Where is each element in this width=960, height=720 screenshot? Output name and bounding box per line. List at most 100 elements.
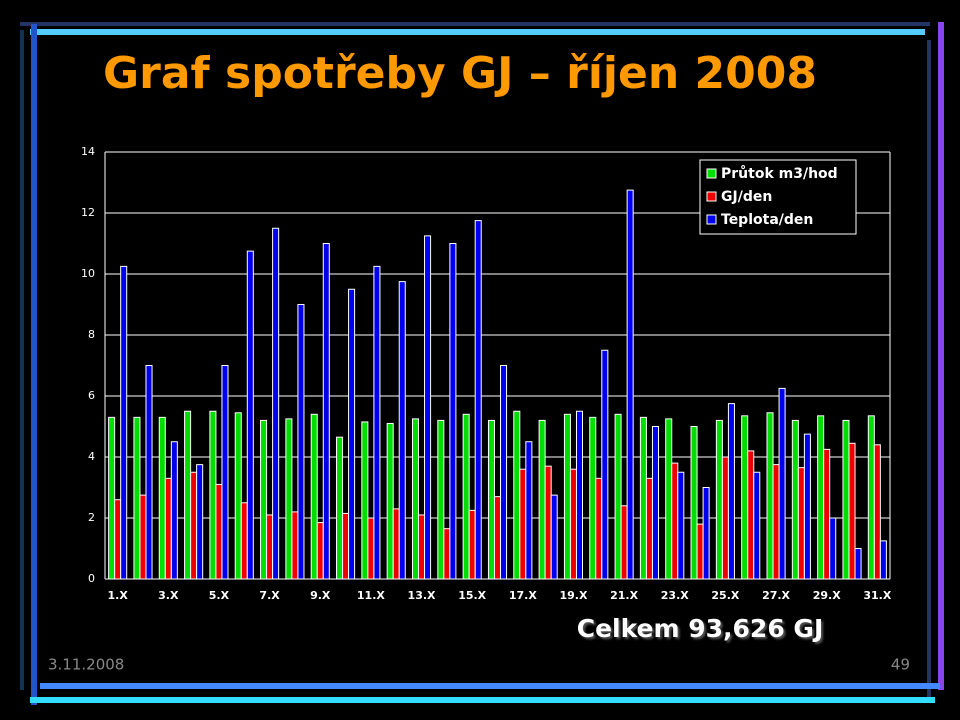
bar <box>626 189 634 580</box>
x-tick-label: 29.X <box>813 589 841 602</box>
bar <box>361 421 369 580</box>
bar <box>690 426 698 580</box>
bar <box>164 477 172 580</box>
bar <box>544 465 552 580</box>
bar <box>234 412 242 580</box>
bar <box>260 419 268 580</box>
x-tick-label: 21.X <box>610 589 638 602</box>
bar <box>741 415 749 580</box>
x-tick-label: 1.X <box>107 589 128 602</box>
x-tick-label: 13.X <box>408 589 436 602</box>
bar <box>671 462 679 580</box>
bar <box>639 416 647 580</box>
bar <box>823 448 831 580</box>
bar <box>766 412 774 580</box>
bar <box>651 426 659 580</box>
x-tick-label: 5.X <box>209 589 230 602</box>
bar <box>462 413 470 580</box>
bar <box>240 502 248 580</box>
bar <box>184 410 192 580</box>
bar <box>120 265 128 580</box>
bar <box>702 487 710 580</box>
page-number: 49 <box>891 656 910 674</box>
x-tick-label: 23.X <box>661 589 689 602</box>
bar <box>525 441 533 580</box>
bar <box>829 517 837 580</box>
bar <box>398 281 406 580</box>
x-tick-label: 31.X <box>863 589 891 602</box>
legend-swatch <box>706 214 717 225</box>
bar <box>696 523 704 580</box>
bar <box>854 548 862 580</box>
bar <box>721 456 729 580</box>
bar <box>550 494 558 580</box>
x-tick-label: 11.X <box>357 589 385 602</box>
bar <box>519 468 527 580</box>
bar <box>727 403 735 580</box>
bar <box>246 250 254 580</box>
bar <box>316 522 324 580</box>
bar <box>589 416 597 580</box>
x-tick-label: 3.X <box>158 589 179 602</box>
bar <box>310 413 318 580</box>
bar <box>373 265 381 580</box>
legend-label: GJ/den <box>721 189 772 205</box>
bar <box>569 468 577 580</box>
bar <box>392 508 400 580</box>
bar <box>772 464 780 580</box>
total-label: Celkem 93,626 GJ <box>577 614 824 643</box>
bar <box>196 464 204 580</box>
bar <box>803 433 811 580</box>
bar <box>753 471 761 580</box>
bar <box>449 243 457 580</box>
y-tick-label: 10 <box>81 267 95 280</box>
bar <box>411 418 420 580</box>
legend-label: Teplota/den <box>721 212 813 228</box>
x-tick-label: 27.X <box>762 589 790 602</box>
bar <box>513 410 521 580</box>
y-tick-label: 14 <box>81 145 95 158</box>
bar <box>468 509 476 580</box>
bar <box>563 413 571 580</box>
bar <box>474 220 482 580</box>
footer-date: 3.11.2008 <box>48 656 124 674</box>
bar <box>873 444 881 580</box>
x-tick-label: 25.X <box>711 589 739 602</box>
y-tick-label: 4 <box>88 450 95 463</box>
bar <box>778 387 786 580</box>
bar <box>145 365 153 580</box>
x-tick-label: 15.X <box>458 589 486 602</box>
bar <box>418 514 426 580</box>
bar <box>538 419 546 580</box>
bar <box>342 512 350 580</box>
bar <box>620 505 628 580</box>
bar <box>297 304 305 580</box>
bar <box>842 419 850 580</box>
bar <box>336 436 344 580</box>
legend-box <box>699 159 857 235</box>
bar <box>114 499 122 580</box>
bar <box>266 514 274 580</box>
bar <box>221 365 229 580</box>
bar <box>848 442 856 580</box>
bar <box>797 467 805 580</box>
bar <box>645 477 653 580</box>
bar <box>493 496 502 580</box>
legend-label: Průtok m3/hod <box>721 165 838 182</box>
legend-swatch <box>706 191 717 202</box>
bar <box>285 418 293 580</box>
bar <box>747 450 755 580</box>
bar <box>291 511 299 580</box>
y-tick-label: 2 <box>88 511 95 524</box>
bar <box>879 540 887 580</box>
bar <box>443 528 451 580</box>
bar <box>817 415 825 580</box>
bar <box>487 419 495 580</box>
bar <box>575 410 584 580</box>
bar <box>108 416 116 580</box>
bar <box>215 483 223 580</box>
bar <box>424 235 432 580</box>
bar <box>867 415 875 580</box>
